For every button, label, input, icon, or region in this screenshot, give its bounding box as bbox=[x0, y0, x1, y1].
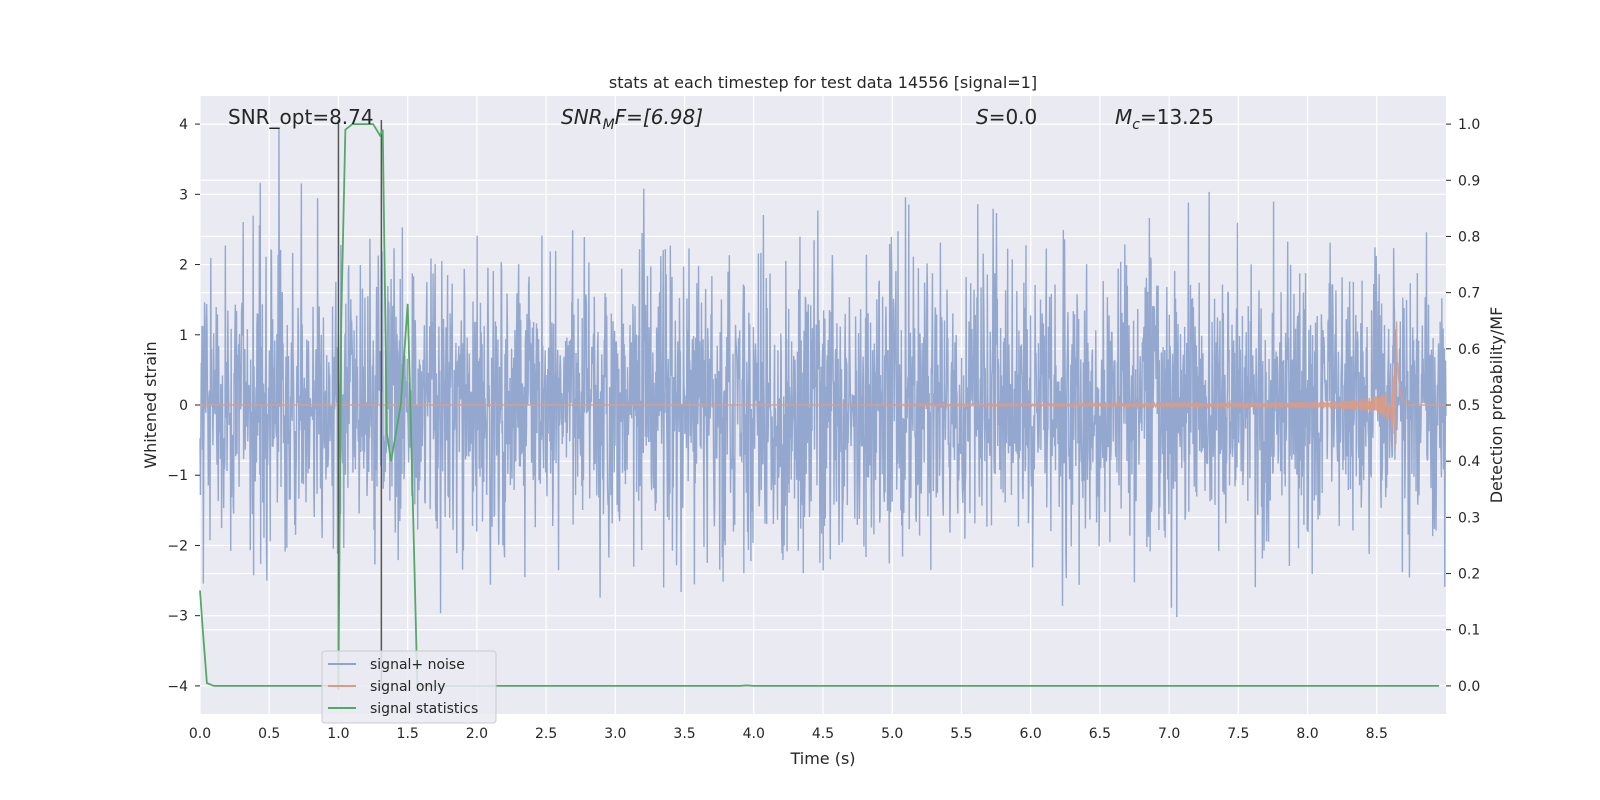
x-tick-label: 4.0 bbox=[743, 726, 765, 742]
x-tick-label: 2.0 bbox=[466, 726, 488, 742]
annotation-s-rest: =0.0 bbox=[989, 105, 1038, 129]
annotation-s: S=0.0 bbox=[976, 105, 1037, 129]
y-right-tick-label: 0.9 bbox=[1458, 173, 1480, 189]
x-tick-label: 5.0 bbox=[881, 726, 903, 742]
x-tick-label: 2.5 bbox=[535, 726, 557, 742]
x-tick-label: 3.5 bbox=[673, 726, 695, 742]
x-tick-label: 1.5 bbox=[397, 726, 419, 742]
x-tick-label: 8.0 bbox=[1296, 726, 1318, 742]
x-tick-label: 7.5 bbox=[1227, 726, 1249, 742]
series-signal-only bbox=[200, 321, 1446, 450]
x-tick-label: 6.0 bbox=[1020, 726, 1042, 742]
y-right-tick-label: 0.0 bbox=[1458, 679, 1480, 695]
x-axis-label: Time (s) bbox=[789, 749, 855, 768]
annotation-mc-rest: =13.25 bbox=[1140, 105, 1214, 129]
x-tick-label: 0.0 bbox=[189, 726, 211, 742]
signal-noise-line bbox=[199, 127, 1447, 618]
x-tick-label: 0.5 bbox=[258, 726, 280, 742]
x-tick-label: 8.5 bbox=[1366, 726, 1388, 742]
y-left-tick-label: 3 bbox=[179, 187, 188, 203]
y-left-tick-label: −4 bbox=[167, 679, 188, 695]
y-left-tick-label: −1 bbox=[167, 468, 188, 484]
series-signal-statistics bbox=[199, 123, 1440, 687]
y-right-tick-label: 0.7 bbox=[1458, 286, 1480, 302]
annotation-snr-opt: SNR_opt=8.74 bbox=[228, 105, 374, 129]
y-right-tick-label: 0.3 bbox=[1458, 510, 1480, 526]
legend-box bbox=[321, 650, 497, 724]
x-tick-label: 5.5 bbox=[950, 726, 972, 742]
y-left-tick-label: −3 bbox=[167, 609, 188, 625]
y-left-tick-label: −2 bbox=[167, 538, 188, 554]
y-axis-left-label: Whitened strain bbox=[141, 341, 160, 468]
x-tick-label: 7.0 bbox=[1158, 726, 1180, 742]
annotation-s-main: S bbox=[976, 105, 989, 129]
legend: signal+ noise signal only signal statist… bbox=[321, 650, 497, 724]
legend-label-signal-only: signal only bbox=[370, 679, 445, 695]
y-left-tick-label: 1 bbox=[179, 328, 188, 344]
annotation-snr-mf-main: SNR bbox=[561, 105, 603, 129]
y-left-tick-label: 0 bbox=[179, 398, 188, 414]
signal-statistics-line bbox=[199, 123, 1440, 687]
y-right-tick-label: 0.8 bbox=[1458, 229, 1480, 245]
chart-title: stats at each timestep for test data 145… bbox=[609, 73, 1037, 92]
tick-layer: 0.0 0.5 1.0 1.5 2.0 2.5 3.0 3.5 4.0 4.5 5.0 5.5 6.0 6… bbox=[167, 117, 1480, 742]
y-right-tick-label: 0.2 bbox=[1458, 567, 1480, 583]
annotation-snr-mf-sub: M bbox=[603, 117, 615, 133]
annotation-mc-main: M bbox=[1115, 105, 1132, 129]
y-axis-right-label: Detection probability/MF bbox=[1487, 307, 1506, 504]
y-left-tick-label: 2 bbox=[179, 258, 188, 274]
x-tick-label: 1.0 bbox=[327, 726, 349, 742]
y-right-tick-label: 0.6 bbox=[1458, 342, 1480, 358]
annotation-snr-mf: SNRMF=[6.98] bbox=[561, 105, 703, 133]
y-left-tick-label: 4 bbox=[179, 117, 188, 133]
x-tick-label: 6.5 bbox=[1089, 726, 1111, 742]
annotation-snr-mf-rest: F=[6.98] bbox=[615, 105, 703, 129]
annotation-mc: Mc=13.25 bbox=[1115, 105, 1214, 133]
y-right-tick-label: 0.1 bbox=[1458, 623, 1480, 639]
y-right-tick-label: 1.0 bbox=[1458, 117, 1480, 133]
legend-label-signal-statistics: signal statistics bbox=[370, 701, 478, 717]
annotation-mc-sub: c bbox=[1132, 117, 1140, 133]
y-right-tick-label: 0.5 bbox=[1458, 398, 1480, 414]
x-tick-label: 3.0 bbox=[604, 726, 626, 742]
legend-label-signal-noise: signal+ noise bbox=[370, 657, 465, 673]
series-signal-noise bbox=[199, 127, 1447, 618]
y-right-tick-label: 0.4 bbox=[1458, 454, 1480, 470]
signal-only-line bbox=[200, 321, 1446, 450]
x-tick-label: 4.5 bbox=[812, 726, 834, 742]
